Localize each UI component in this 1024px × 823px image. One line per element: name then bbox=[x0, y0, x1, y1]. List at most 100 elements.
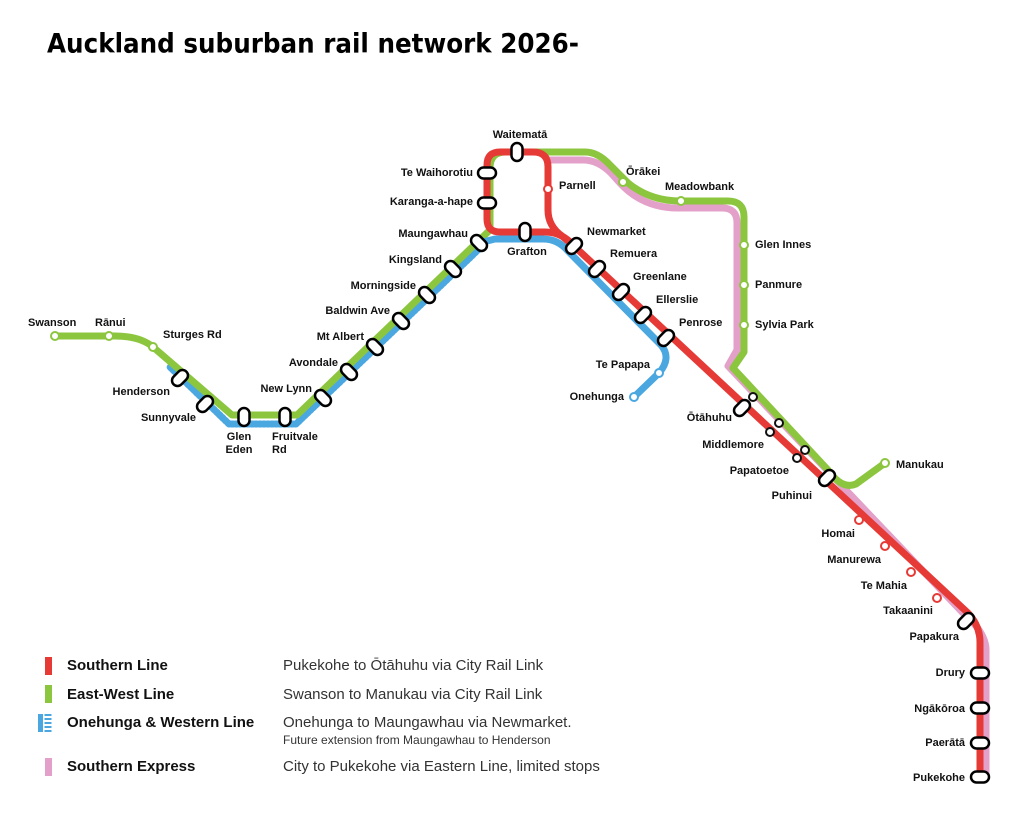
legend-description: Swanson to Manukau via City Rail Link bbox=[283, 686, 543, 703]
station-label: Te Papapa bbox=[596, 359, 651, 371]
station-label: Waitematā bbox=[493, 129, 548, 141]
station-label: Meadowbank bbox=[665, 181, 735, 193]
legend-name: Onehunga & Western Line bbox=[67, 714, 254, 731]
station-label: Morningside bbox=[351, 280, 416, 292]
legend-swatch bbox=[45, 657, 52, 675]
station-label: Sunnyvale bbox=[141, 412, 196, 424]
interchange-marker bbox=[656, 328, 676, 348]
interchange-marker bbox=[476, 166, 498, 180]
legend-swatch bbox=[45, 685, 52, 703]
station-marker bbox=[50, 331, 60, 341]
station-label: Newmarket bbox=[587, 226, 646, 238]
interchange-marker bbox=[391, 311, 411, 331]
station-label: Papatoetoe bbox=[730, 465, 789, 477]
station-label: Middlemore bbox=[702, 439, 764, 451]
stations: Swanson Rānui Sturges Rd Henderson Sunnyvale… bbox=[28, 129, 991, 784]
station-label: Avondale bbox=[289, 357, 338, 369]
station-label: Te Mahia bbox=[861, 580, 908, 592]
station-label: Manukau bbox=[896, 459, 944, 471]
interchange-marker bbox=[969, 770, 991, 784]
station-marker bbox=[739, 320, 749, 330]
station-marker bbox=[880, 458, 890, 468]
station-label: Paerātā bbox=[925, 737, 966, 749]
station-label: Rānui bbox=[95, 317, 126, 329]
interchange-marker bbox=[969, 666, 991, 680]
station-label: Ōtāhuhu bbox=[687, 412, 732, 424]
station-label: Maungawhau bbox=[398, 228, 468, 240]
legend-name: Southern Express bbox=[67, 758, 195, 775]
station-label: Glen Innes bbox=[755, 239, 811, 251]
interchange-marker bbox=[469, 233, 489, 253]
legend-note: Future extension from Maungawhau to Hend… bbox=[283, 733, 551, 747]
station-label: Ōrākei bbox=[626, 166, 660, 178]
station-label-line: Eden bbox=[226, 444, 253, 456]
station-marker bbox=[654, 368, 664, 378]
legend-description: Pukekohe to Ōtāhuhu via City Rail Link bbox=[283, 657, 544, 674]
station-label: Karanga-a-hape bbox=[390, 196, 473, 208]
station-marker bbox=[148, 342, 158, 352]
station-label: Ngākōroa bbox=[914, 703, 966, 715]
interchange-marker bbox=[564, 236, 584, 256]
station-label-line: Glen bbox=[227, 431, 252, 443]
station-marker bbox=[629, 392, 639, 402]
station-label: Sturges Rd bbox=[163, 329, 222, 341]
legend-swatch bbox=[38, 714, 43, 732]
interchange-marker bbox=[237, 406, 251, 428]
interchange-marker bbox=[611, 282, 631, 302]
station-label: Onehunga bbox=[570, 391, 625, 403]
station-marker bbox=[739, 280, 749, 290]
station-label: Baldwin Ave bbox=[325, 305, 390, 317]
southern-line bbox=[483, 148, 984, 781]
station-label: Drury bbox=[936, 667, 966, 679]
station-marker bbox=[792, 453, 802, 463]
station-label: Homai bbox=[821, 528, 855, 540]
station-label-line: Fruitvale bbox=[272, 431, 318, 443]
station-label: Sylvia Park bbox=[755, 319, 815, 331]
station-marker bbox=[543, 184, 553, 194]
station-label: Pukekohe bbox=[913, 772, 965, 784]
map-title: Auckland suburban rail network 2026- bbox=[47, 29, 579, 60]
interchange-marker bbox=[443, 259, 463, 279]
future-western-extension bbox=[166, 245, 483, 428]
interchange-marker bbox=[969, 701, 991, 715]
station-label: Kingsland bbox=[389, 254, 442, 266]
station-marker bbox=[932, 593, 942, 603]
interchange-marker bbox=[195, 394, 215, 414]
station-marker bbox=[104, 331, 114, 341]
interchange-marker bbox=[313, 388, 333, 408]
legend-name: Southern Line bbox=[67, 657, 168, 674]
station-marker bbox=[800, 445, 810, 455]
interchange-marker bbox=[969, 736, 991, 750]
station-label: Fruitvale Rd bbox=[272, 431, 318, 456]
station-label: Manurewa bbox=[827, 554, 882, 566]
interchange-marker bbox=[817, 468, 837, 488]
interchange-marker bbox=[339, 362, 359, 382]
interchange-marker bbox=[417, 285, 437, 305]
station-marker bbox=[854, 515, 864, 525]
station-marker bbox=[906, 567, 916, 577]
station-label: Puhinui bbox=[772, 490, 812, 502]
interchange-marker bbox=[956, 611, 976, 631]
station-label-line: Rd bbox=[272, 444, 287, 456]
station-label: Remuera bbox=[610, 248, 658, 260]
station-label: Swanson bbox=[28, 317, 77, 329]
interchange-marker bbox=[510, 141, 524, 163]
legend-name: East-West Line bbox=[67, 686, 174, 703]
interchange-marker bbox=[518, 221, 532, 243]
interchange-marker bbox=[170, 368, 190, 388]
legend-description: Onehunga to Maungawhau via Newmarket. bbox=[283, 714, 572, 731]
station-label: Glen Eden bbox=[226, 431, 253, 456]
station-marker bbox=[880, 541, 890, 551]
station-label: Greenlane bbox=[633, 271, 687, 283]
east-west-line bbox=[51, 148, 889, 489]
station-label: Papakura bbox=[909, 631, 959, 643]
station-label: Te Waihorotiu bbox=[401, 167, 473, 179]
legend-description: City to Pukekohe via Eastern Line, limit… bbox=[283, 758, 600, 775]
station-marker bbox=[774, 418, 784, 428]
station-label: Penrose bbox=[679, 317, 722, 329]
station-marker bbox=[765, 427, 775, 437]
station-label: Takaanini bbox=[883, 605, 933, 617]
interchange-marker bbox=[278, 406, 292, 428]
